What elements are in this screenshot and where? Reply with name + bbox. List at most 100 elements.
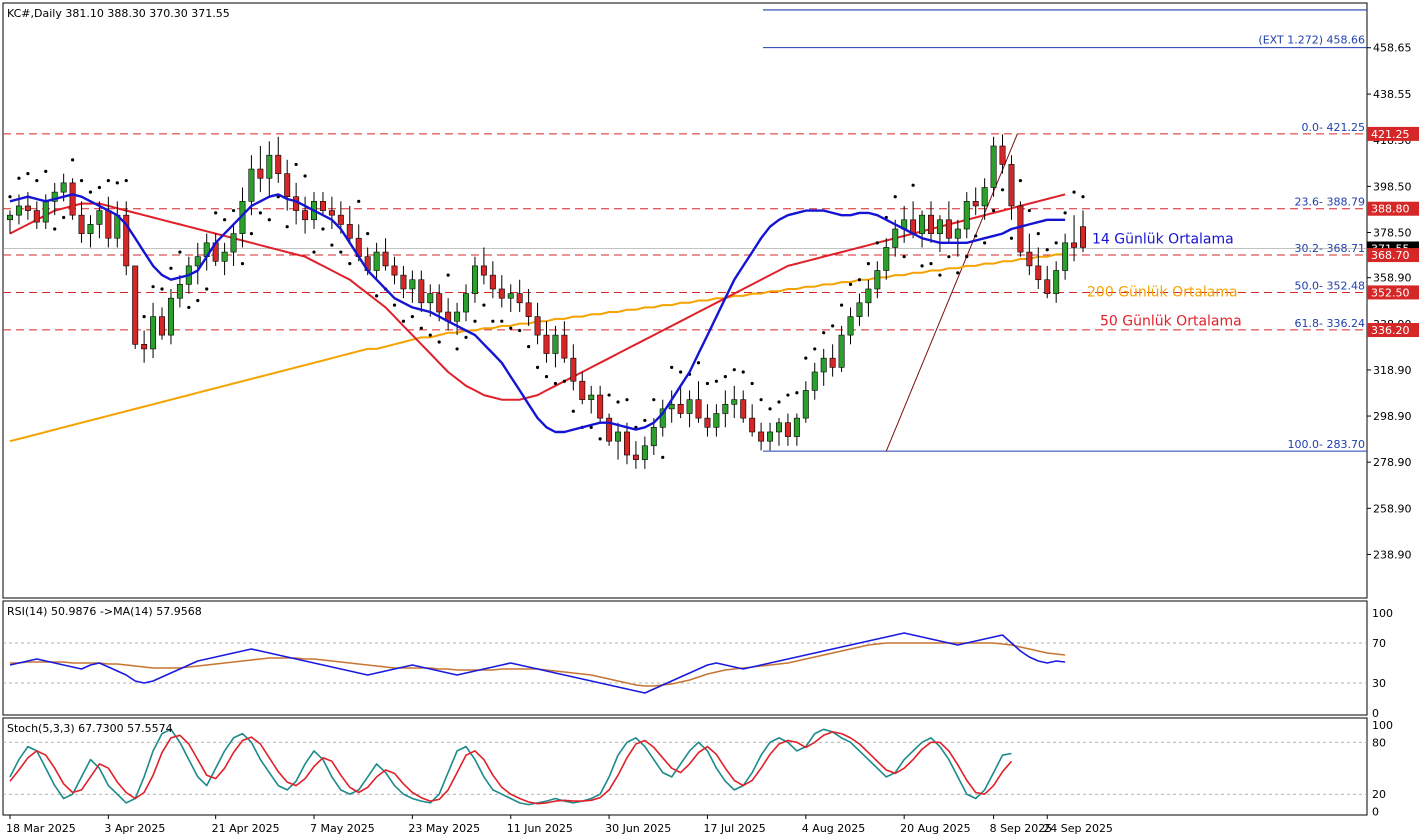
candle-up — [409, 279, 416, 290]
candle-down — [1008, 164, 1015, 207]
annotation-ma14: 14 Günlük Ortalama — [1092, 232, 1234, 248]
sar-dot — [169, 266, 173, 270]
candle-up — [51, 191, 58, 202]
candle-down — [78, 214, 85, 234]
sar-dot — [196, 298, 200, 303]
candle-down — [1044, 279, 1051, 294]
x-tick-label: 8 Sep 2025 — [990, 822, 1053, 835]
y-tick-label: 278.90 — [1373, 456, 1412, 469]
x-tick-label: 7 May 2025 — [310, 822, 375, 835]
candle-up — [820, 357, 827, 373]
sar-dot — [929, 262, 933, 266]
candles — [7, 134, 1086, 469]
sar-dot — [562, 379, 566, 383]
sar-dot — [410, 315, 414, 319]
sar-dot — [187, 305, 191, 310]
sar-dot — [616, 400, 620, 404]
stoch-tick-label: 80 — [1372, 736, 1386, 749]
sar-dot — [70, 158, 75, 162]
candle-up — [230, 233, 237, 253]
sar-dot — [947, 255, 951, 259]
candle-down — [623, 431, 630, 456]
sar-dot — [178, 250, 182, 254]
sar-dot — [348, 262, 352, 266]
sar-dot — [696, 361, 701, 365]
price-marker-box — [1367, 126, 1419, 141]
candle-down — [677, 403, 684, 414]
candle-up — [507, 293, 514, 299]
candle-up — [7, 214, 13, 221]
candle-up — [588, 394, 595, 400]
candle-down — [695, 399, 702, 419]
sar-dot — [482, 303, 486, 307]
sar-dot — [741, 370, 745, 374]
sar-dot — [312, 250, 316, 254]
candle-up — [15, 205, 22, 216]
sar-dot — [813, 347, 817, 351]
sar-dot — [866, 262, 871, 266]
candle-down — [543, 334, 550, 354]
sar-dot — [240, 262, 245, 266]
candle-up — [990, 145, 997, 188]
sar-dot — [1063, 211, 1067, 215]
sar-dot — [249, 232, 254, 236]
candle-up — [767, 431, 774, 442]
sar-dot — [795, 391, 799, 395]
sar-dot — [500, 319, 504, 323]
sar-dot — [437, 340, 441, 344]
candle-down — [945, 219, 952, 239]
sar-dot — [35, 178, 39, 183]
candle-down — [284, 173, 291, 198]
candle-down — [391, 265, 398, 276]
candle-up — [1053, 270, 1060, 294]
price-marker-box — [1367, 285, 1419, 300]
x-tick-label: 4 Aug 2025 — [802, 822, 865, 835]
price-marker-label: 336.20 — [1371, 324, 1410, 337]
sar-dot — [26, 172, 30, 176]
candle-down — [24, 205, 31, 211]
candle-down — [132, 265, 139, 345]
rsi-tick-label: 100 — [1372, 607, 1393, 620]
candle-up — [883, 247, 890, 271]
sar-dot — [321, 227, 325, 231]
sar-dot — [831, 324, 835, 328]
sar-dot — [670, 365, 674, 369]
y-tick-label: 438.55 — [1373, 88, 1412, 101]
candle-down — [498, 288, 505, 299]
price-marker-box — [1367, 201, 1419, 216]
sar-dot — [366, 232, 370, 236]
candle-up — [463, 293, 470, 313]
sar-dot — [589, 425, 593, 429]
fib-extension-label: (EXT 1.272) 458.66 — [1258, 34, 1365, 47]
sar-dot — [464, 335, 468, 339]
sar-dot — [1018, 178, 1023, 183]
sar-dot — [97, 185, 102, 190]
fib-level-label: 0.0- 421.25 — [1302, 121, 1365, 134]
stoch-pane: 100 80 20 0 Stoch(5,3,3) 67.7300 57.5574 — [3, 719, 1393, 819]
sar-dot — [1027, 208, 1031, 213]
sar-dot — [553, 381, 558, 386]
sar-dot — [777, 400, 781, 404]
candle-up — [776, 422, 782, 433]
sar-dot — [857, 278, 862, 282]
candle-up — [650, 427, 657, 447]
candle-up — [874, 270, 881, 290]
candle-down — [33, 210, 40, 223]
candle-up — [194, 256, 201, 267]
sar-dot — [428, 333, 432, 337]
candle-down — [69, 182, 76, 216]
y-tick-label: 238.90 — [1373, 548, 1412, 561]
sar-dot — [786, 393, 790, 397]
sar-dot — [62, 215, 66, 220]
stoch-tick-label: 100 — [1372, 719, 1393, 732]
candle-down — [293, 196, 300, 211]
sar-dot — [214, 211, 218, 215]
sar-dot — [991, 208, 996, 213]
x-tick-label: 21 Apr 2025 — [212, 822, 280, 835]
parabolic-sar — [8, 158, 1085, 459]
y-tick-label: 298.90 — [1373, 410, 1412, 423]
candle-up — [865, 288, 872, 304]
sar-dot — [231, 208, 236, 213]
candle-down — [1071, 242, 1078, 248]
